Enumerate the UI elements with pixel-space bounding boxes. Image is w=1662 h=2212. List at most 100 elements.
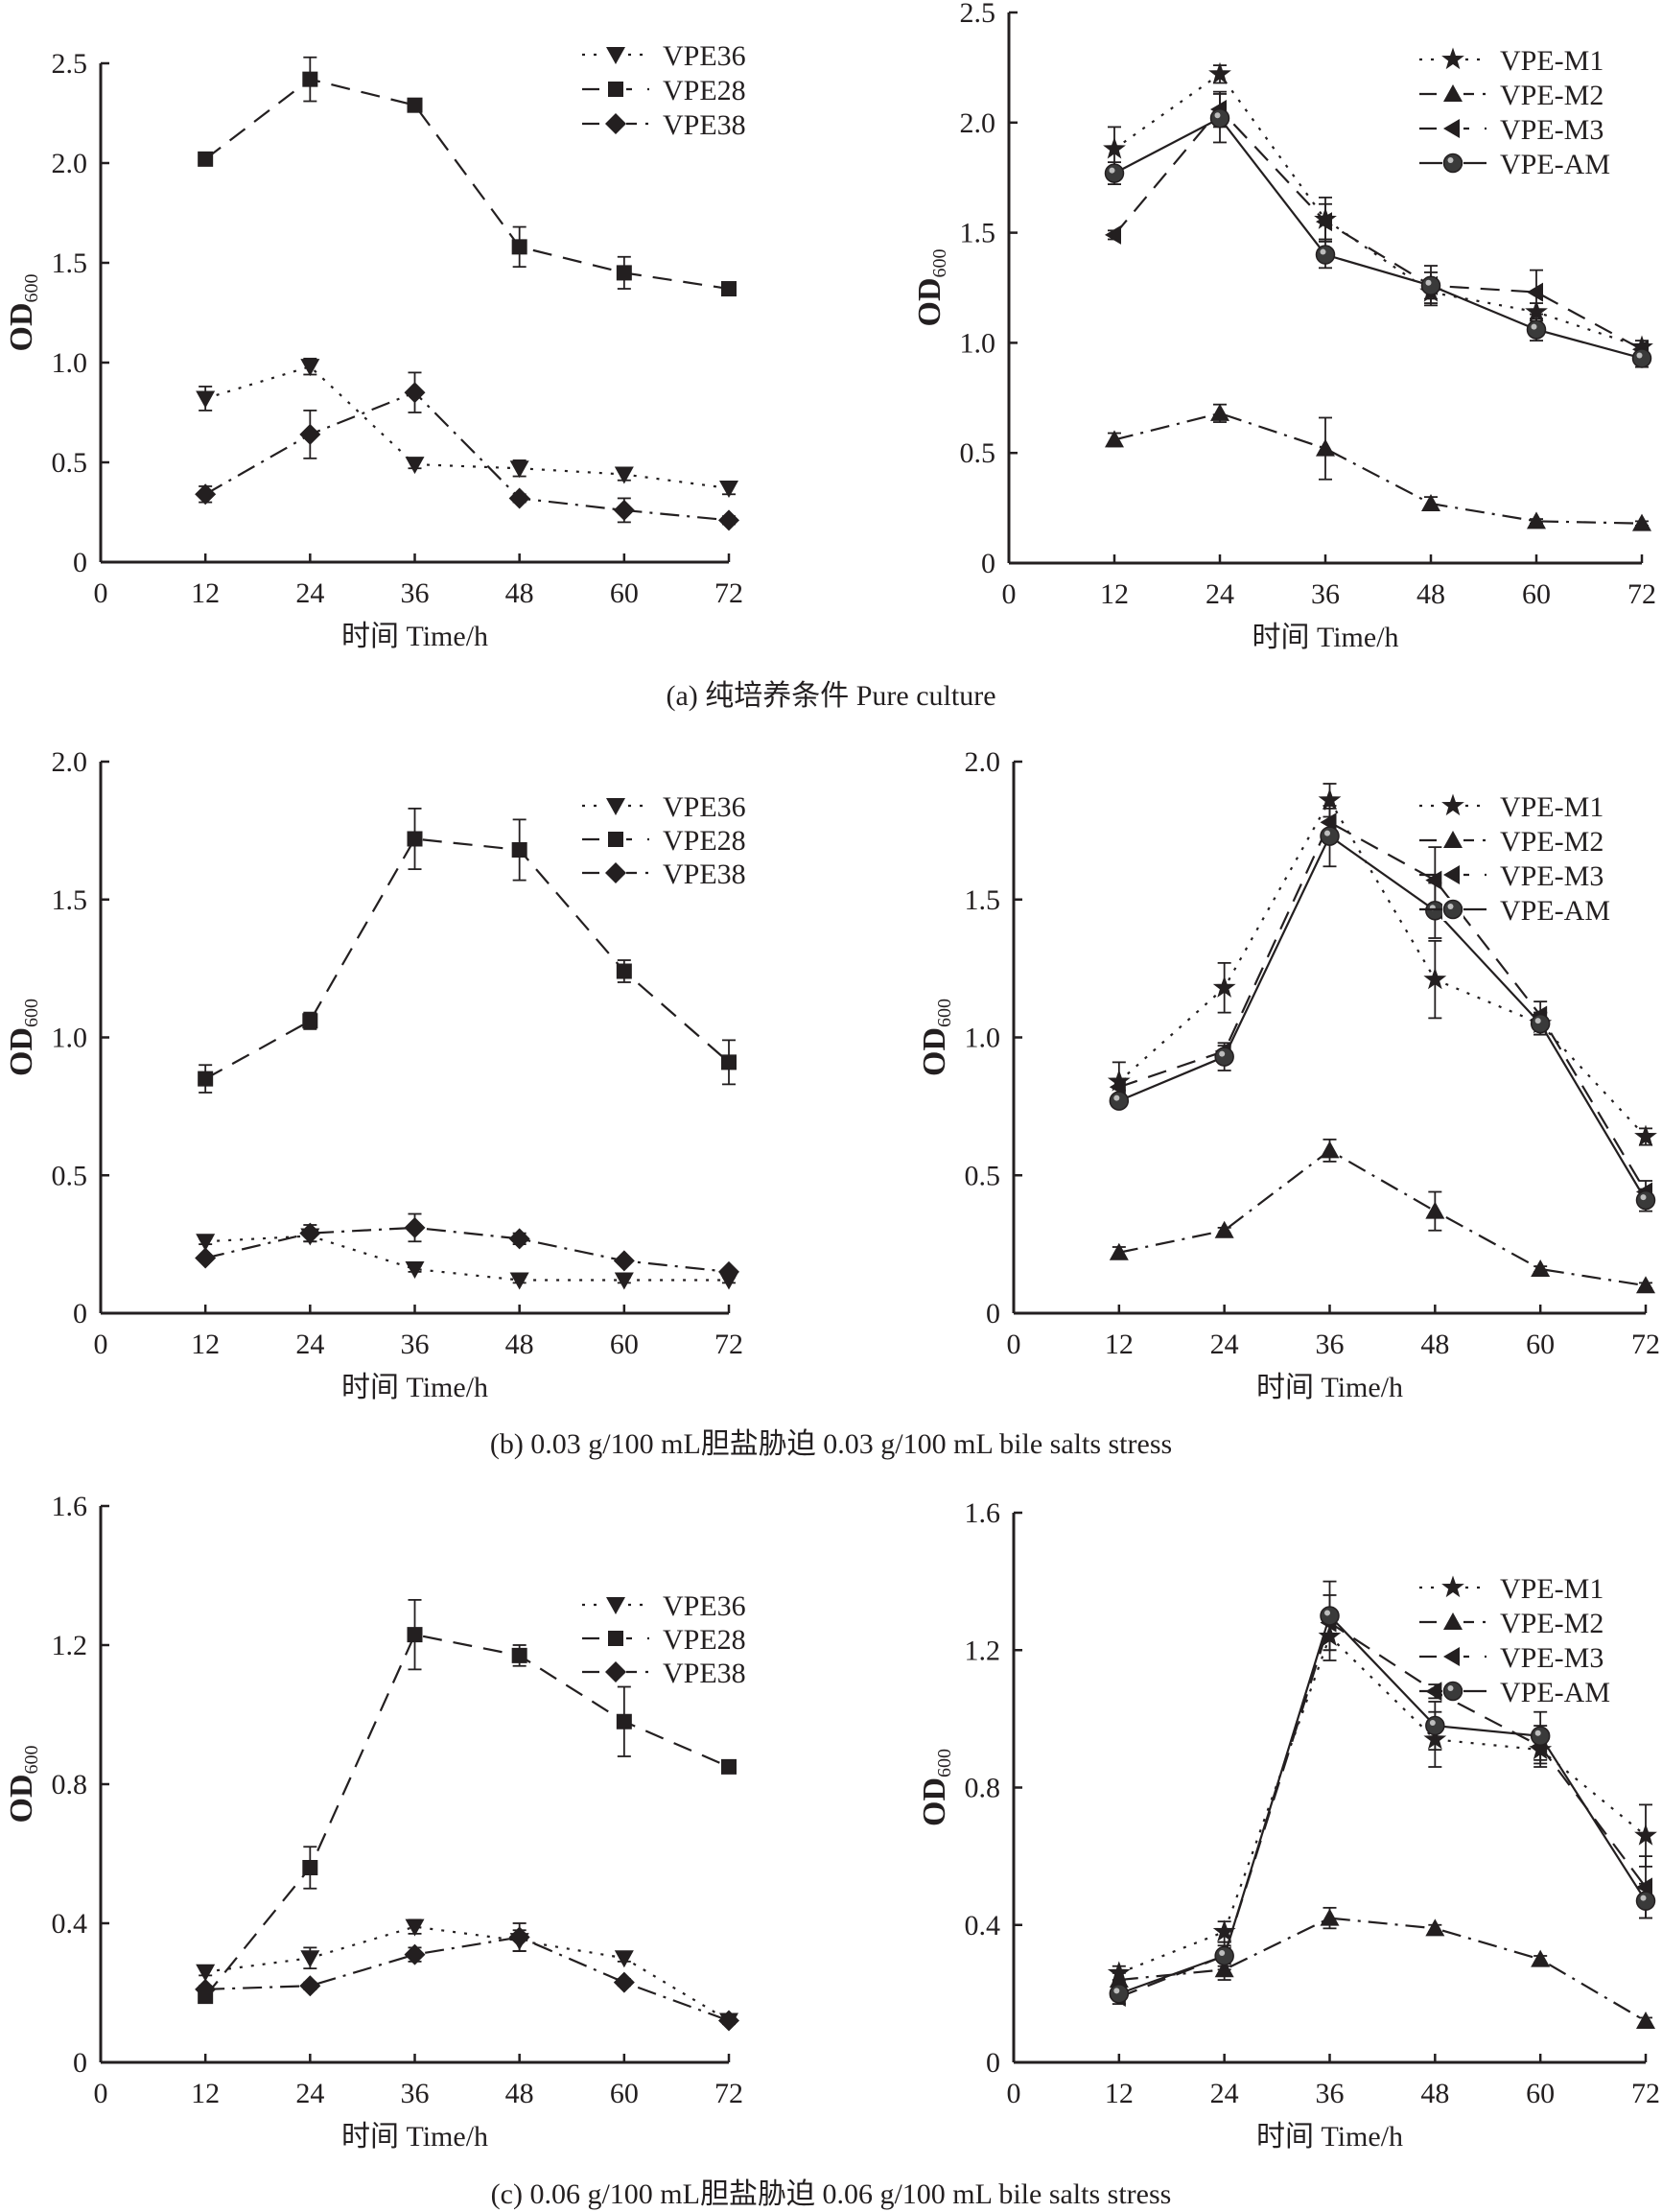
series-VPE38 xyxy=(195,1922,739,2032)
y-tick-label: 1.5 xyxy=(965,884,1001,916)
legend-item: VPE-M3 xyxy=(1419,860,1603,892)
legend-label: VPE-AM xyxy=(1500,149,1610,180)
data-point-diamond xyxy=(613,1250,635,1272)
x-tick-label: 60 xyxy=(610,577,639,609)
data-point-triangle-down xyxy=(300,359,320,377)
data-point-diamond xyxy=(404,1216,426,1238)
legend-marker-triangle-up xyxy=(1443,831,1463,848)
series-VPE-M2 xyxy=(1109,1906,1655,2030)
series-VPE28 xyxy=(198,807,737,1094)
x-tick-label: 12 xyxy=(1100,578,1129,610)
series-VPE-M3 xyxy=(1105,90,1649,360)
x-tick-label: 0 xyxy=(1007,2078,1021,2109)
data-point-triangle-up xyxy=(1109,1970,1129,1988)
series-VPE38 xyxy=(195,371,739,531)
legend-item: VPE28 xyxy=(582,1624,746,1656)
y-axis-title: OD600 xyxy=(917,999,955,1076)
legend-label: VPE-M1 xyxy=(1500,45,1603,77)
legend-item: VPE-M2 xyxy=(1419,80,1603,111)
data-point-circle xyxy=(1631,348,1652,368)
series-line xyxy=(204,837,730,1080)
legend-item: VPE38 xyxy=(582,109,746,141)
legend-label: VPE38 xyxy=(663,859,746,890)
data-point-circle xyxy=(1109,1984,1130,2004)
legend-label: VPE-M2 xyxy=(1500,826,1603,858)
data-point-star xyxy=(1208,61,1231,84)
legend-marker-star xyxy=(1441,1575,1464,1598)
data-point-diamond xyxy=(195,1247,217,1269)
data-point-triangle-down xyxy=(196,1964,216,1982)
y-axis-title: OD600 xyxy=(917,1749,955,1826)
y-tick-label: 0.5 xyxy=(52,447,88,479)
data-point-triangle-down xyxy=(405,1918,425,1937)
series-line xyxy=(1118,1149,1647,1287)
y-tick-label: 1.5 xyxy=(52,247,88,279)
series-VPE36 xyxy=(196,1228,738,1290)
data-point-triangle-down xyxy=(614,1272,634,1290)
y-axis-title-subscript: 600 xyxy=(21,1746,42,1775)
legend-label: VPE28 xyxy=(663,75,746,106)
data-point-square xyxy=(721,1054,737,1071)
data-point-square xyxy=(407,1627,423,1643)
x-tick-label: 36 xyxy=(1316,2078,1345,2109)
data-point-square xyxy=(198,1071,214,1087)
series-VPE28 xyxy=(198,56,737,297)
series-VPE-M2 xyxy=(1109,1138,1655,1294)
legend-marker-square xyxy=(608,832,623,847)
data-point-circle xyxy=(1104,163,1125,183)
data-point-square xyxy=(302,1013,318,1029)
x-tick-label: 72 xyxy=(1631,2078,1660,2109)
series-VPE36 xyxy=(196,357,738,499)
y-axis-title-subscript: 600 xyxy=(21,274,42,303)
series-line xyxy=(1113,116,1643,360)
legend-marker-star xyxy=(1441,793,1464,816)
data-point-diamond xyxy=(404,382,426,404)
y-tick-label: 0 xyxy=(981,548,995,579)
series-line xyxy=(205,1925,730,2022)
data-point-square xyxy=(511,1647,527,1663)
legend-item: VPE28 xyxy=(582,75,746,106)
data-point-square xyxy=(198,151,214,167)
x-tick-label: 12 xyxy=(191,577,220,609)
data-point-diamond xyxy=(508,1926,530,1948)
data-point-circle-highlight xyxy=(1320,248,1326,255)
caption-c: (c) 0.06 g/100 mL胆盐胁迫 0.06 g/100 mL bile… xyxy=(490,2178,1172,2210)
legend-label: VPE-M3 xyxy=(1500,1642,1603,1674)
legend-label: VPE-M2 xyxy=(1500,80,1603,111)
x-tick-label: 36 xyxy=(1316,1329,1345,1360)
legend-marker-circle xyxy=(1442,1681,1463,1702)
x-tick-label: 60 xyxy=(1522,578,1551,610)
data-point-circle xyxy=(1635,1891,1656,1911)
chart-b-left: 0 0.5 1.0 1.5 2.0 0 12 24 36 48 60 72 时间 Time/h OD600… xyxy=(4,746,746,1403)
legend-marker-square xyxy=(608,1631,623,1646)
data-point-circle xyxy=(1214,1945,1234,1966)
data-point-circle xyxy=(1315,245,1336,265)
data-point-square xyxy=(407,831,423,847)
y-tick-label: 1.0 xyxy=(960,327,996,359)
legend-label: VPE28 xyxy=(663,1624,746,1656)
series-VPE28 xyxy=(198,1598,737,2005)
x-tick-label: 24 xyxy=(1210,2078,1239,2109)
x-tick-label: 72 xyxy=(1627,578,1656,610)
data-point-diamond xyxy=(299,1975,321,1997)
data-point-triangle-down xyxy=(614,466,634,484)
data-point-triangle-up xyxy=(1214,1220,1234,1238)
data-point-triangle-up xyxy=(1527,511,1546,529)
legend-item: VPE-M1 xyxy=(1419,1573,1603,1605)
chart-c-right: 0 0.4 0.8 1.2 1.6 0 12 24 36 48 60 72 时间 Time/h OD600… xyxy=(917,1497,1660,2153)
x-axis-title: 时间 Time/h xyxy=(1256,2121,1403,2153)
data-point-circle xyxy=(1635,1189,1656,1211)
chart-b-right: 0 0.5 1.0 1.5 2.0 0 12 24 36 48 60 72 时间 Time/h OD600… xyxy=(917,746,1660,1403)
data-point-triangle-up xyxy=(1425,1201,1445,1219)
data-point-circle-highlight xyxy=(1219,1949,1226,1956)
x-tick-label: 48 xyxy=(1416,578,1445,610)
legend-label: VPE-M3 xyxy=(1500,860,1603,892)
x-tick-label: 60 xyxy=(1526,2078,1555,2109)
chart-a-left: 0 0.5 1.0 1.5 2.0 2.5 0 12 24 36 48 60 72 时间 Time/h OD… xyxy=(4,40,746,652)
series-line xyxy=(1113,107,1643,351)
y-tick-label: 0.8 xyxy=(965,1773,1001,1804)
legend-item: VPE36 xyxy=(582,40,746,72)
legend-label: VPE36 xyxy=(663,40,746,72)
y-tick-label: 0.5 xyxy=(965,1160,1001,1191)
data-point-circle xyxy=(1320,1606,1340,1626)
